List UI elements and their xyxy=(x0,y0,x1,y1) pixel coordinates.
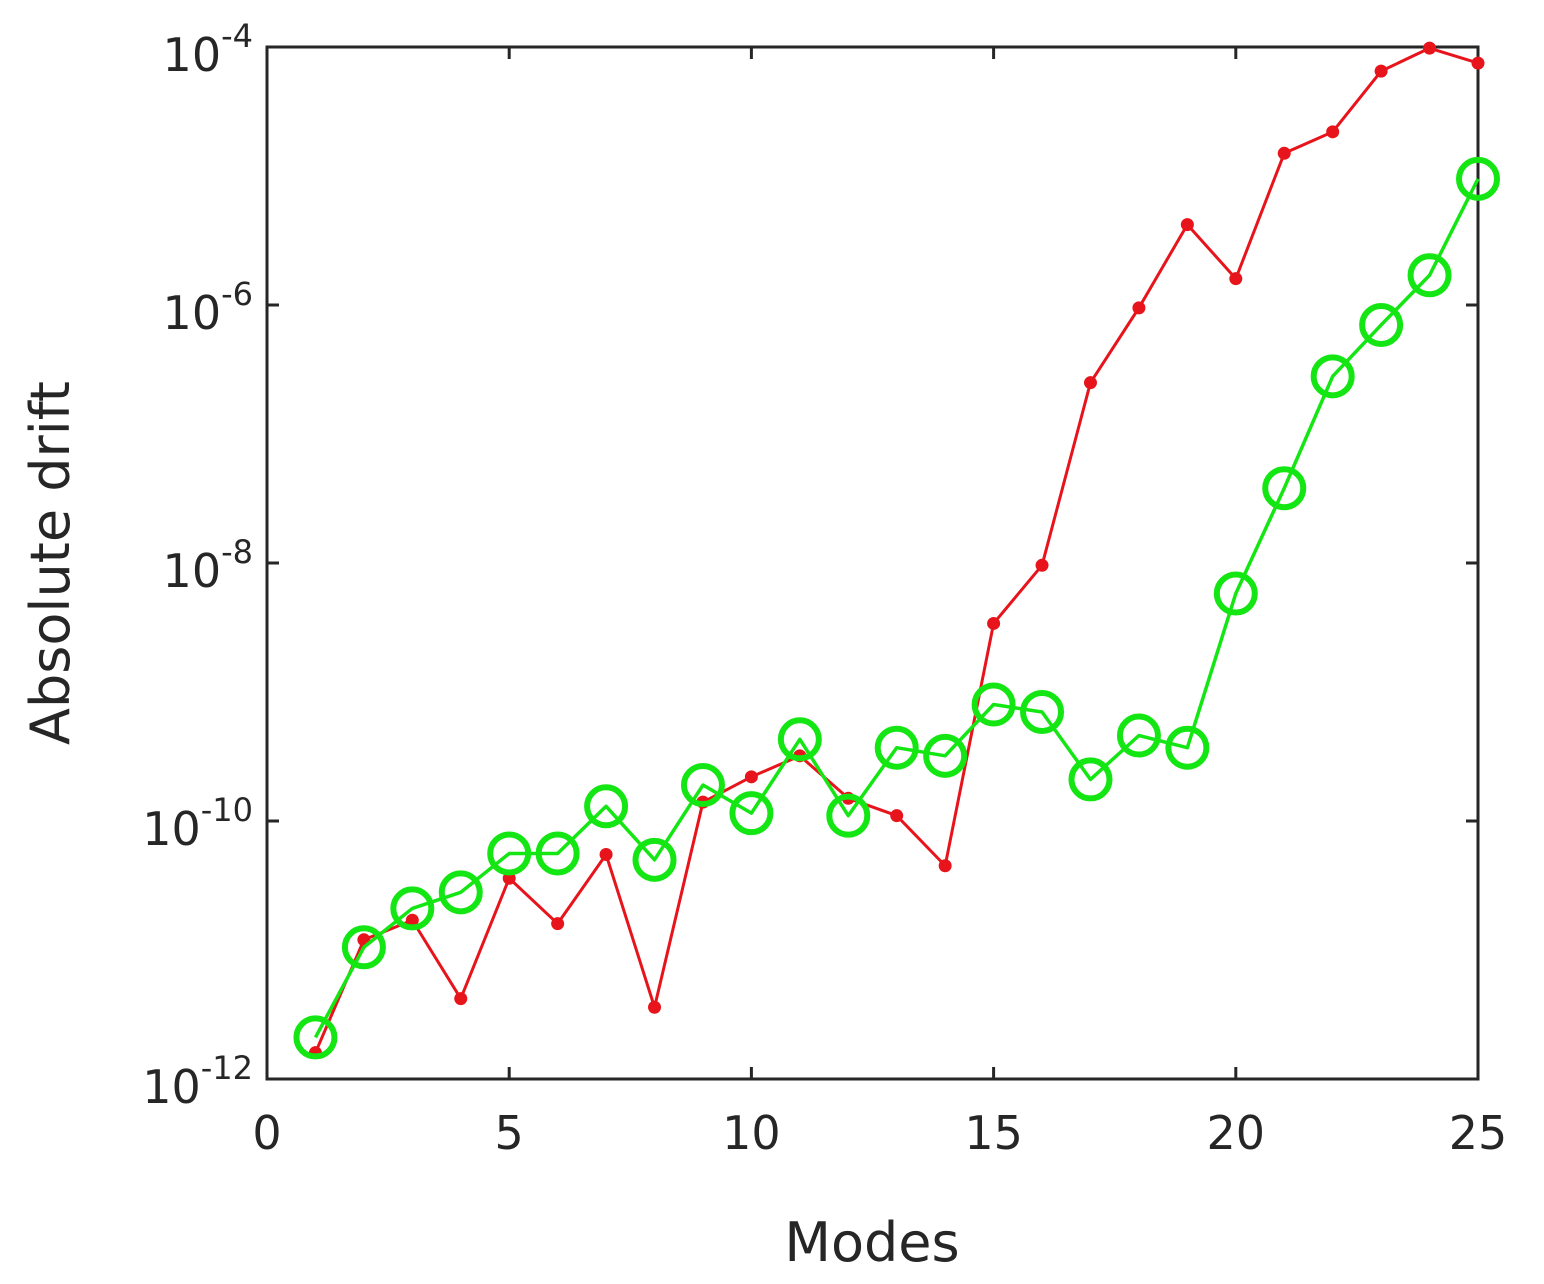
y-tick-label: 10-10 xyxy=(142,791,253,856)
data-point xyxy=(1116,713,1161,758)
data-point xyxy=(938,859,952,873)
data-point xyxy=(729,791,774,836)
data-point xyxy=(1326,125,1340,139)
data-point xyxy=(1471,56,1485,70)
data-point xyxy=(1020,689,1065,734)
series-2 xyxy=(293,156,1500,1060)
series-1 xyxy=(308,41,1485,1060)
data-point xyxy=(405,913,419,927)
data-point xyxy=(648,1000,662,1014)
data-point xyxy=(1132,301,1146,315)
data-point xyxy=(1407,253,1452,298)
data-point xyxy=(1213,571,1258,616)
data-point xyxy=(1359,302,1404,347)
data-point xyxy=(1035,558,1049,572)
x-tick-label: 5 xyxy=(495,1106,524,1160)
data-point xyxy=(744,770,758,784)
data-point xyxy=(535,831,580,876)
data-point xyxy=(1423,41,1437,55)
x-tick-label: 25 xyxy=(1449,1106,1508,1160)
data-point xyxy=(874,725,919,770)
data-point xyxy=(1374,64,1388,78)
data-point xyxy=(923,733,968,778)
data-point xyxy=(1165,725,1210,770)
data-point xyxy=(1068,757,1113,802)
data-point xyxy=(680,763,725,808)
data-point xyxy=(632,837,677,882)
y-tick-label: 10-4 xyxy=(163,17,253,82)
data-point xyxy=(454,992,468,1006)
data-point xyxy=(890,809,904,823)
data-point xyxy=(1083,376,1097,390)
data-point xyxy=(551,917,565,931)
y-tick-label: 10-12 xyxy=(142,1049,253,1114)
x-axis-label: Modes xyxy=(784,1211,959,1274)
x-tick-label: 15 xyxy=(964,1106,1023,1160)
y-tick-label: 10-8 xyxy=(163,533,253,598)
y-tick-label: 10-6 xyxy=(163,275,253,340)
data-point xyxy=(341,925,386,970)
data-point xyxy=(1180,218,1194,232)
data-point xyxy=(599,847,613,861)
y-axis-label: Absolute drift xyxy=(19,381,82,745)
data-point xyxy=(1277,146,1291,160)
series-layer xyxy=(293,41,1500,1060)
series-line xyxy=(313,178,1480,1039)
data-point xyxy=(1262,466,1307,511)
data-point xyxy=(487,831,532,876)
data-point xyxy=(826,793,871,838)
data-point xyxy=(390,886,435,931)
plot-frame xyxy=(265,45,1480,1081)
data-point xyxy=(777,717,822,762)
data-point xyxy=(1310,354,1355,399)
data-point xyxy=(987,616,1001,630)
data-point xyxy=(438,870,483,915)
data-point xyxy=(1456,156,1500,201)
series-line xyxy=(314,46,1479,1054)
axis-ticks: 0 5 10 15 20 25 10-12 10-10 10-8 10-6 10-4 xyxy=(142,17,1507,1160)
data-point xyxy=(971,682,1016,727)
data-point xyxy=(293,1015,338,1060)
x-tick-label: 0 xyxy=(252,1106,281,1160)
x-tick-label: 20 xyxy=(1207,1106,1266,1160)
x-tick-label: 10 xyxy=(722,1106,781,1160)
data-point xyxy=(584,784,629,829)
data-point xyxy=(1229,272,1243,286)
